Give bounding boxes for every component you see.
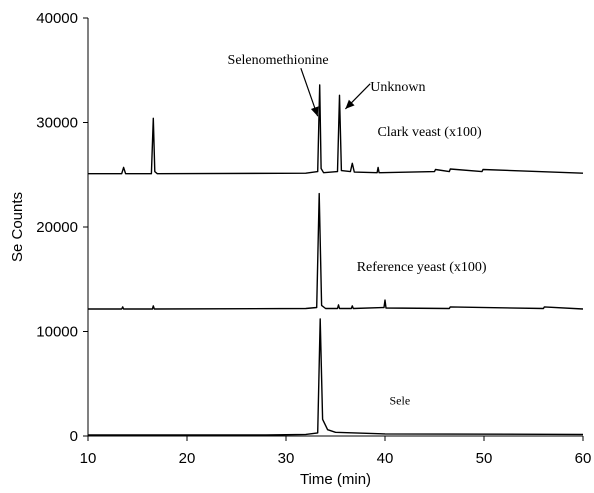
annotation-arrow-head: [310, 106, 319, 117]
y-tick-label: 30000: [36, 115, 78, 132]
series-annotation-1: Clark veast (x100): [377, 125, 482, 140]
annotations-group: Clark veast (x100) Reference yeast (x100)…: [228, 53, 487, 408]
x-tick-label: 50: [476, 450, 493, 467]
series-annotation-2: Reference yeast (x100): [357, 260, 487, 275]
y-tick-label: 40000: [36, 10, 78, 27]
x-axis-label: Time (min): [300, 471, 371, 488]
y-tick-label: 10000: [36, 324, 78, 341]
series-group: [88, 84, 584, 436]
y-axis-label: Se Counts: [9, 192, 26, 262]
series-line-3: [88, 318, 584, 436]
x-tick-label: 60: [575, 450, 592, 467]
axes: 0 10000 20000 30000 40000 10 20 30 40 50 60: [36, 10, 591, 467]
series-annotation-3: Sele: [390, 394, 411, 408]
x-tick-label: 10: [80, 450, 97, 467]
y-tick-label: 0: [70, 428, 78, 445]
annotation-label: Unknown: [370, 80, 425, 95]
series-line-2: [88, 192, 584, 310]
series-line-1: [88, 84, 584, 175]
annotation-arrow-head: [345, 99, 355, 109]
x-tick-label: 30: [278, 450, 295, 467]
y-tick-label: 20000: [36, 219, 78, 236]
x-tick-label: 20: [179, 450, 196, 467]
annotation-label: Selenomethionine: [228, 53, 329, 68]
x-tick-label: 40: [377, 450, 394, 467]
